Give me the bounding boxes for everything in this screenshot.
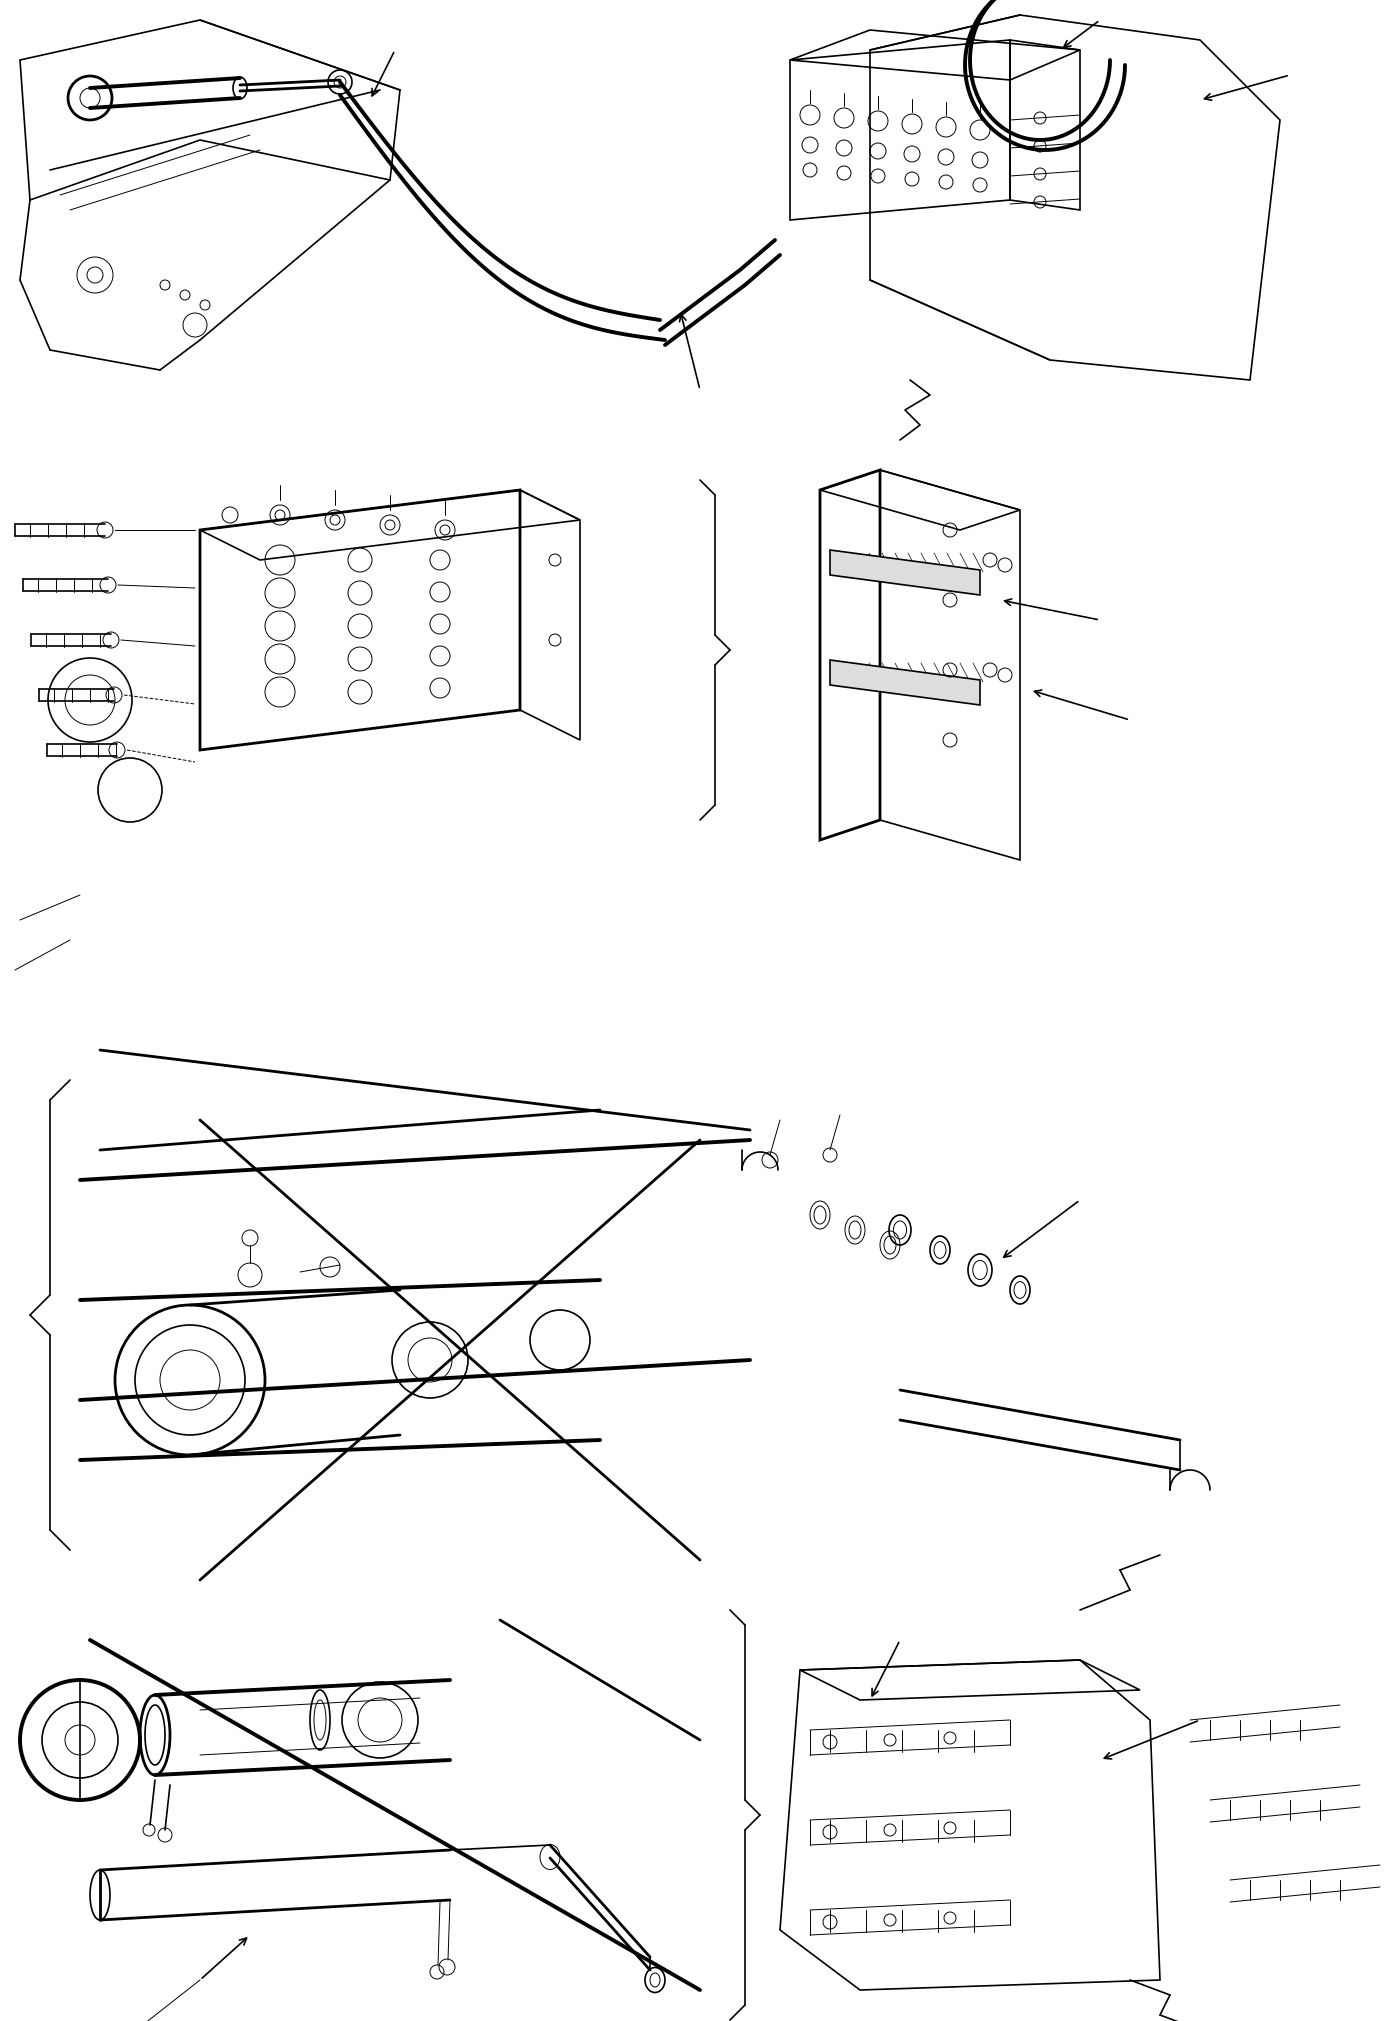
- Polygon shape: [830, 550, 981, 594]
- Polygon shape: [830, 661, 981, 705]
